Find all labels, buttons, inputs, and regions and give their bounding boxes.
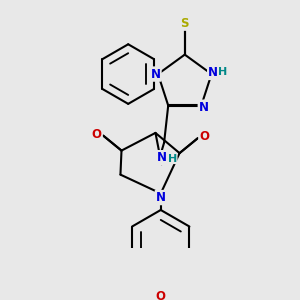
Text: N: N [151, 68, 160, 81]
Text: N: N [157, 151, 166, 164]
Text: O: O [92, 128, 102, 140]
Text: S: S [181, 17, 189, 30]
Text: N: N [208, 66, 218, 79]
Text: H: H [218, 67, 228, 76]
Text: N: N [199, 101, 209, 114]
Text: H: H [168, 154, 177, 164]
Text: N: N [156, 191, 166, 204]
Text: O: O [156, 290, 166, 300]
Text: O: O [200, 130, 209, 143]
